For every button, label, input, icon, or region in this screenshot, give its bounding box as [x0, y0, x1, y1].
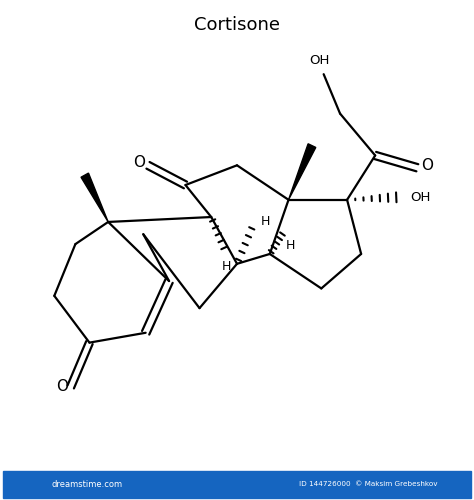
- Polygon shape: [289, 144, 316, 200]
- Text: O: O: [134, 156, 146, 170]
- Text: H: H: [260, 216, 270, 228]
- Text: OH: OH: [309, 54, 329, 67]
- Text: H: H: [286, 239, 296, 252]
- Text: dreamstime.com: dreamstime.com: [52, 480, 123, 489]
- Text: Cortisone: Cortisone: [194, 16, 280, 34]
- Polygon shape: [81, 173, 108, 222]
- Text: O: O: [421, 158, 433, 173]
- Text: ID 144726000  © Maksim Grebeshkov: ID 144726000 © Maksim Grebeshkov: [299, 482, 438, 488]
- Text: OH: OH: [410, 191, 431, 204]
- Bar: [3, 470, 471, 498]
- Text: O: O: [56, 380, 68, 394]
- Text: H: H: [222, 260, 231, 273]
